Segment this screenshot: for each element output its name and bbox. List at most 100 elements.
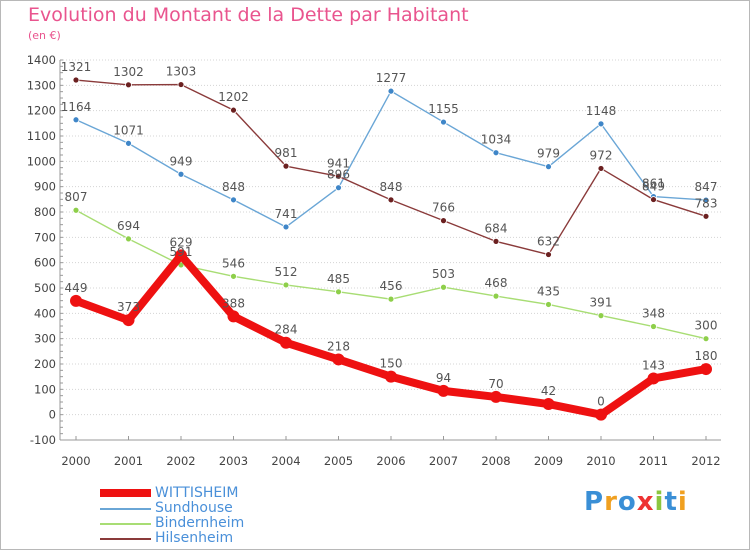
data-point-hilsenheim: [387, 196, 395, 204]
data-label-hilsenheim: 981: [275, 146, 298, 160]
data-point-hilsenheim: [72, 76, 80, 84]
y-tick-label: 700: [34, 230, 56, 244]
data-point-hilsenheim: [545, 251, 552, 258]
x-tick-label: 2001: [114, 454, 143, 468]
data-label-sundhouse: 741: [275, 207, 298, 221]
data-point-wittisheim: [595, 408, 607, 421]
data-point-sundhouse: [387, 87, 395, 95]
y-tick-label: 200: [34, 357, 56, 371]
data-label-hilsenheim: 766: [432, 201, 455, 215]
data-point-sundhouse: [492, 149, 500, 157]
data-point-bindernheim: [335, 288, 342, 296]
data-label-sundhouse: 1071: [113, 123, 144, 137]
data-point-sundhouse: [545, 163, 552, 171]
data-label-wittisheim: 94: [436, 371, 451, 385]
legend-swatch-bindernheim: [100, 523, 151, 525]
data-label-sundhouse: 1164: [61, 100, 92, 114]
y-tick-label: 1400: [27, 53, 56, 67]
data-point-sundhouse: [282, 223, 290, 231]
y-tick-label: 500: [34, 281, 56, 295]
data-point-hilsenheim: [335, 172, 342, 180]
x-tick-label: 2012: [691, 454, 720, 468]
data-point-bindernheim: [545, 301, 552, 308]
data-label-hilsenheim: 972: [590, 148, 613, 162]
data-point-sundhouse: [177, 170, 185, 178]
data-label-bindernheim: 456: [380, 279, 403, 293]
data-point-hilsenheim: [702, 212, 710, 220]
data-label-wittisheim: 218: [327, 339, 350, 353]
data-label-bindernheim: 591: [170, 245, 193, 259]
data-point-sundhouse: [125, 139, 132, 147]
data-point-bindernheim: [282, 281, 290, 289]
legend-swatch-hilsenheim: [100, 538, 151, 540]
data-label-sundhouse: 861: [642, 177, 665, 191]
data-label-hilsenheim: 1202: [218, 90, 249, 104]
y-tick-label: 100: [34, 382, 56, 396]
data-label-hilsenheim: 1303: [166, 65, 197, 79]
data-label-hilsenheim: 849: [642, 180, 665, 194]
data-label-hilsenheim: 783: [695, 196, 718, 210]
legend-label-bindernheim: Bindernheim: [155, 515, 245, 531]
data-point-sundhouse: [335, 184, 342, 192]
data-point-wittisheim: [227, 310, 240, 323]
data-label-bindernheim: 435: [537, 284, 560, 298]
data-label-sundhouse: 1277: [376, 71, 407, 85]
data-label-bindernheim: 503: [432, 267, 455, 281]
data-point-wittisheim: [122, 314, 135, 327]
data-point-bindernheim: [702, 335, 710, 343]
x-tick-label: 2008: [481, 454, 510, 468]
y-tick-label: 1300: [27, 78, 56, 92]
x-tick-label: 2007: [429, 454, 458, 468]
y-tick-label: 0: [49, 408, 56, 422]
legend-label-hilsenheim: Hilsenheim: [155, 530, 234, 546]
data-label-wittisheim: 284: [275, 323, 298, 337]
legend-label-sundhouse: Sundhouse: [155, 500, 233, 516]
data-label-bindernheim: 391: [590, 296, 613, 310]
y-tick-label: 400: [34, 306, 56, 320]
data-label-wittisheim: 150: [380, 357, 403, 371]
data-label-hilsenheim: 1302: [113, 65, 144, 79]
data-label-wittisheim: 373: [117, 300, 140, 314]
data-point-bindernheim: [387, 295, 395, 303]
data-label-sundhouse: 896: [327, 168, 350, 182]
x-tick-label: 2003: [219, 454, 248, 468]
y-tick-label: -100: [30, 433, 56, 447]
data-point-wittisheim: [490, 390, 502, 403]
data-label-sundhouse: 979: [537, 147, 560, 161]
data-label-sundhouse: 1155: [428, 102, 459, 116]
data-point-wittisheim: [332, 353, 345, 366]
x-tick-label: 2011: [639, 454, 668, 468]
data-point-sundhouse: [72, 116, 80, 124]
y-tick-label: 800: [34, 205, 56, 219]
data-point-bindernheim: [440, 283, 447, 291]
data-point-hilsenheim: [650, 196, 657, 203]
data-label-bindernheim: 694: [117, 219, 140, 233]
data-label-hilsenheim: 684: [485, 221, 508, 235]
data-label-hilsenheim: 632: [537, 235, 560, 249]
legend-swatch-wittisheim: [100, 489, 151, 497]
data-label-sundhouse: 847: [695, 180, 718, 194]
data-point-bindernheim: [492, 292, 500, 300]
data-label-hilsenheim: 941: [327, 156, 350, 170]
data-label-wittisheim: 388: [222, 296, 245, 310]
data-point-hilsenheim: [492, 237, 500, 245]
data-point-bindernheim: [597, 312, 605, 320]
data-point-hilsenheim: [230, 106, 237, 114]
data-label-hilsenheim: 1321: [61, 60, 92, 74]
data-point-bindernheim: [72, 206, 80, 214]
data-point-wittisheim: [70, 294, 82, 307]
data-label-bindernheim: 300: [695, 319, 718, 333]
data-point-wittisheim: [280, 336, 292, 349]
data-label-wittisheim: 629: [170, 235, 193, 249]
data-label-wittisheim: 180: [695, 349, 718, 363]
data-point-hilsenheim: [440, 217, 447, 225]
y-tick-label: 1200: [27, 104, 56, 118]
x-tick-label: 2000: [61, 454, 90, 468]
data-label-hilsenheim: 848: [380, 180, 403, 194]
data-point-wittisheim: [175, 249, 187, 262]
x-tick-label: 2010: [586, 454, 615, 468]
data-point-hilsenheim: [597, 165, 605, 172]
data-point-wittisheim: [700, 363, 712, 376]
data-label-wittisheim: 42: [541, 384, 556, 398]
data-label-wittisheim: 143: [642, 358, 665, 372]
